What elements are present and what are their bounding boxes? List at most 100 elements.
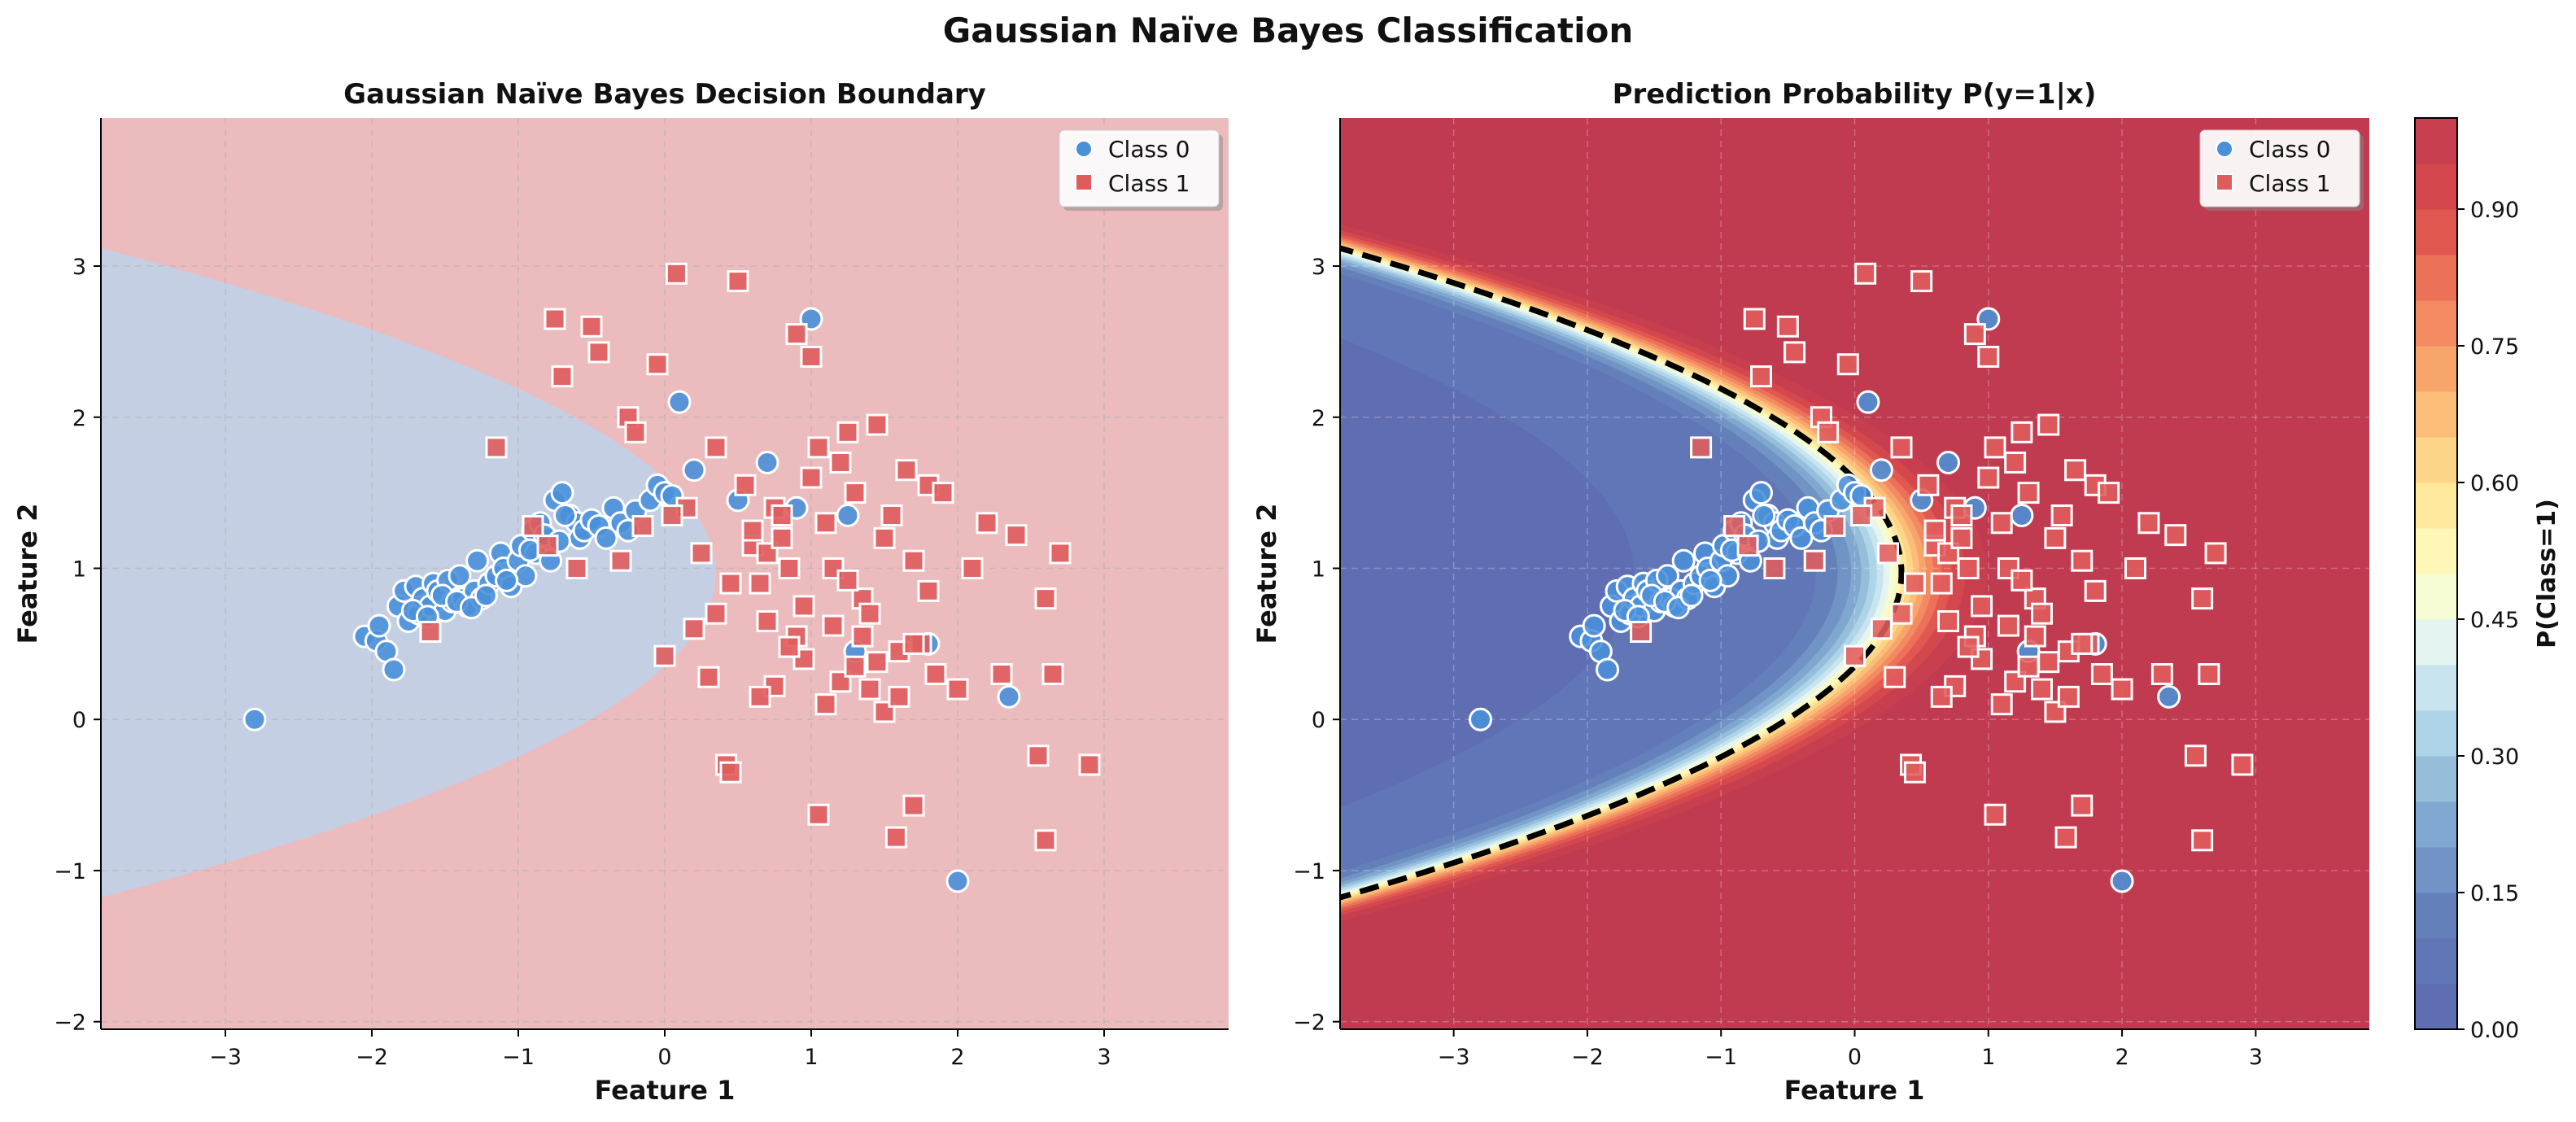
data-point-class1 (814, 512, 837, 535)
data-point-class1 (785, 323, 808, 346)
data-point-class1 (1041, 663, 1064, 686)
data-point-class1 (1890, 602, 1913, 625)
axis-ticks: −3 −2 −1 0 1 2 3 −2 −1 0 1 2 3 (1293, 255, 2263, 1070)
legend-label-class1: Class 1 (2249, 170, 2330, 197)
colorbar-band (2415, 801, 2457, 848)
data-point-class1 (1027, 744, 1050, 767)
decision-boundary-line (1340, 245, 1905, 901)
data-point-class0 (1656, 564, 1679, 588)
colorbar-band (2415, 164, 2457, 210)
scatter-points (242, 262, 1101, 893)
data-point-class0 (1856, 390, 1880, 414)
data-point-class1 (705, 602, 727, 625)
data-point-class1 (1743, 308, 1766, 330)
data-point-class1 (858, 602, 881, 625)
data-point-class0 (1936, 450, 1960, 474)
data-point-class1 (2031, 602, 2053, 625)
x-axis-label: Feature 1 (595, 1075, 736, 1106)
data-point-class1 (587, 341, 610, 364)
data-point-class1 (536, 535, 559, 557)
data-point-class1 (866, 413, 889, 436)
data-point-class1 (814, 693, 837, 716)
data-point-class1 (1850, 504, 1873, 526)
data-point-class0 (465, 548, 490, 573)
data-point-class1 (1890, 436, 1913, 459)
data-point-class1 (2011, 421, 2033, 443)
data-point-class1 (2050, 504, 2073, 526)
contour-band (1340, 338, 1634, 808)
data-point-class1 (902, 549, 925, 572)
data-point-class0 (594, 526, 618, 550)
data-point-class1 (756, 610, 779, 633)
data-point-class1 (2071, 794, 2094, 817)
data-point-class1 (778, 557, 801, 579)
data-point-class1 (807, 803, 830, 826)
data-point-class0 (1869, 458, 1893, 482)
data-point-class1 (1923, 519, 1946, 542)
data-point-class1 (1854, 262, 1877, 285)
colorbar-band (2415, 482, 2457, 529)
data-point-class1 (2064, 459, 2087, 482)
data-point-class1 (2057, 685, 2080, 708)
data-point-class1 (741, 519, 764, 542)
data-point-class1 (800, 466, 823, 489)
x-tick-label: 1 (804, 1045, 818, 1070)
data-point-class0 (448, 564, 472, 588)
data-point-class1 (551, 365, 574, 388)
colorbar-tick-label: 0.75 (2470, 334, 2519, 360)
data-point-class1 (1930, 572, 1953, 595)
data-point-class0 (1582, 613, 1606, 638)
data-point-class1 (792, 648, 815, 670)
data-point-class1 (580, 315, 603, 338)
data-point-class1 (544, 308, 566, 330)
data-point-class1 (705, 436, 727, 459)
data-point-class1 (1937, 610, 1959, 633)
legend-label-class0: Class 0 (1108, 136, 1190, 163)
legend-marker-class1 (1075, 173, 1093, 191)
colorbar-band (2415, 665, 2457, 711)
data-point-class1 (858, 678, 881, 701)
grid (101, 118, 1229, 1029)
data-point-class1 (2037, 651, 2060, 674)
data-point-class1 (822, 614, 845, 637)
y-axis-label: Feature 2 (1251, 504, 1282, 644)
chart-title: Prediction Probability P(y=1|x) (1613, 78, 2097, 111)
data-point-class1 (2231, 753, 2254, 776)
class0-region (101, 248, 716, 898)
data-point-class1 (1957, 557, 1980, 579)
x-tick-label: −1 (502, 1045, 535, 1070)
colorbar-tick-label: 0.90 (2470, 198, 2519, 223)
colorbar-band (2415, 756, 2457, 802)
data-point-class0 (997, 684, 1021, 709)
data-point-class1 (665, 262, 688, 285)
colorbar-band (2415, 209, 2457, 255)
probability-contours (1340, 224, 1987, 922)
y-tick-label: −2 (1293, 1011, 1325, 1036)
y-tick-label: 3 (72, 255, 86, 280)
legend: Class 0 Class 1 (1059, 129, 1223, 211)
data-point-class1 (990, 663, 1013, 686)
data-point-class1 (1950, 504, 1973, 526)
colorbar: 0.00 0.15 0.30 0.45 0.60 0.75 0.90 P(Class=1) (2414, 117, 2561, 1043)
data-point-class1 (771, 504, 793, 526)
data-point-class1 (1963, 323, 1986, 346)
data-point-class1 (653, 644, 676, 667)
data-point-class1 (1984, 436, 2006, 459)
data-point-class0 (513, 564, 538, 588)
legend: Class 0 Class 1 (2199, 129, 2364, 211)
data-point-class1 (829, 451, 852, 474)
data-point-class0 (1679, 583, 1704, 608)
y-tick-label: 0 (1312, 708, 1325, 733)
data-point-class0 (1749, 481, 1773, 505)
data-point-class0 (553, 503, 578, 527)
data-point-class1 (1884, 666, 1906, 688)
figure-suptitle: Gaussian Naïve Bayes Classification (943, 11, 1633, 50)
y-tick-label: 1 (72, 557, 86, 582)
data-point-class1 (792, 595, 815, 618)
data-point-class0 (382, 657, 406, 682)
data-point-class1 (873, 526, 896, 549)
x-tick-label: 3 (1097, 1045, 1111, 1070)
data-point-class1 (836, 421, 859, 443)
data-point-class1 (2017, 482, 2040, 504)
